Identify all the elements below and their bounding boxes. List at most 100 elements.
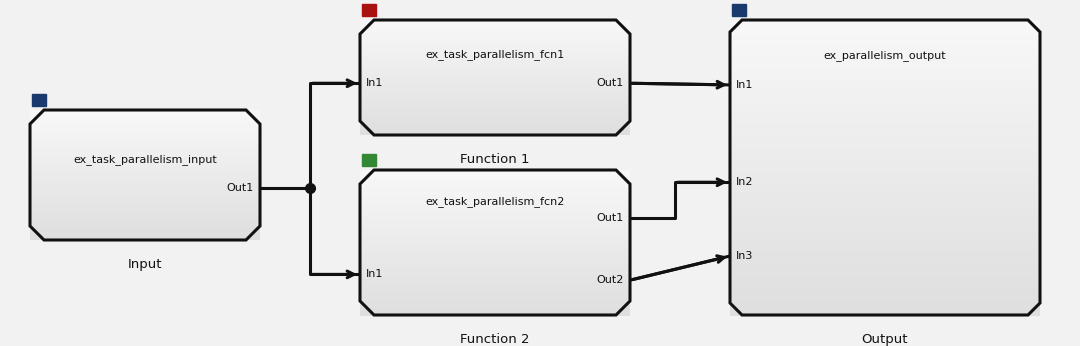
Polygon shape	[360, 218, 630, 221]
Polygon shape	[730, 69, 1040, 75]
Polygon shape	[730, 197, 1040, 202]
Polygon shape	[360, 192, 630, 195]
Polygon shape	[30, 182, 260, 184]
Polygon shape	[30, 125, 260, 128]
Polygon shape	[360, 95, 630, 97]
Polygon shape	[360, 284, 630, 286]
Polygon shape	[730, 281, 1040, 286]
Text: Output: Output	[862, 333, 908, 346]
Polygon shape	[360, 296, 630, 299]
Polygon shape	[730, 217, 1040, 222]
Polygon shape	[360, 310, 630, 313]
Polygon shape	[730, 158, 1040, 163]
Polygon shape	[30, 218, 260, 221]
Polygon shape	[30, 129, 260, 132]
Polygon shape	[30, 134, 260, 137]
Polygon shape	[360, 264, 630, 267]
Polygon shape	[730, 138, 1040, 143]
Text: Out2: Out2	[596, 275, 624, 285]
Polygon shape	[30, 138, 260, 141]
Polygon shape	[730, 99, 1040, 104]
Polygon shape	[360, 89, 630, 91]
Polygon shape	[360, 45, 630, 47]
Polygon shape	[360, 97, 630, 99]
Polygon shape	[30, 147, 260, 149]
Polygon shape	[730, 300, 1040, 306]
Polygon shape	[360, 194, 630, 197]
Polygon shape	[30, 216, 260, 219]
Polygon shape	[360, 206, 630, 209]
Polygon shape	[30, 158, 260, 160]
Polygon shape	[360, 262, 630, 265]
Polygon shape	[30, 210, 260, 212]
Polygon shape	[360, 83, 630, 86]
Polygon shape	[360, 308, 630, 311]
Polygon shape	[730, 251, 1040, 256]
Polygon shape	[360, 108, 630, 111]
Polygon shape	[360, 233, 630, 236]
Text: ex_task_parallelism_input: ex_task_parallelism_input	[73, 154, 217, 165]
Polygon shape	[360, 78, 630, 80]
Polygon shape	[30, 236, 260, 238]
Polygon shape	[360, 281, 630, 284]
Polygon shape	[730, 231, 1040, 237]
Polygon shape	[730, 167, 1040, 173]
Polygon shape	[730, 148, 1040, 153]
Polygon shape	[30, 190, 260, 193]
Polygon shape	[360, 182, 630, 185]
Polygon shape	[360, 267, 630, 270]
Polygon shape	[730, 94, 1040, 99]
Polygon shape	[730, 143, 1040, 148]
Polygon shape	[730, 271, 1040, 276]
Polygon shape	[360, 255, 630, 257]
Polygon shape	[730, 35, 1040, 40]
Polygon shape	[360, 125, 630, 128]
Polygon shape	[360, 49, 630, 51]
Polygon shape	[360, 240, 630, 243]
Polygon shape	[30, 121, 260, 124]
Polygon shape	[360, 26, 630, 28]
Polygon shape	[30, 110, 260, 113]
Text: In3: In3	[735, 251, 754, 261]
Polygon shape	[360, 216, 630, 219]
Polygon shape	[360, 56, 630, 59]
Polygon shape	[730, 128, 1040, 134]
Polygon shape	[730, 290, 1040, 296]
Polygon shape	[360, 51, 630, 53]
Polygon shape	[30, 166, 260, 169]
Polygon shape	[360, 31, 630, 34]
Polygon shape	[730, 192, 1040, 198]
Polygon shape	[360, 276, 630, 279]
Polygon shape	[730, 305, 1040, 311]
Polygon shape	[730, 133, 1040, 138]
Polygon shape	[730, 89, 1040, 94]
Polygon shape	[730, 202, 1040, 207]
Polygon shape	[730, 212, 1040, 217]
Polygon shape	[30, 208, 260, 210]
Polygon shape	[730, 276, 1040, 281]
Polygon shape	[360, 303, 630, 306]
Polygon shape	[360, 298, 630, 301]
Polygon shape	[360, 245, 630, 248]
Polygon shape	[730, 310, 1040, 316]
Polygon shape	[30, 119, 260, 121]
Polygon shape	[30, 199, 260, 201]
Polygon shape	[30, 143, 260, 145]
Polygon shape	[360, 35, 630, 38]
Polygon shape	[360, 199, 630, 202]
Polygon shape	[360, 74, 630, 76]
Polygon shape	[730, 221, 1040, 227]
Polygon shape	[360, 93, 630, 95]
Polygon shape	[360, 221, 630, 224]
Polygon shape	[362, 154, 376, 166]
Polygon shape	[360, 127, 630, 130]
Polygon shape	[360, 204, 630, 207]
Text: ex_task_parallelism_fcn2: ex_task_parallelism_fcn2	[426, 197, 565, 207]
Polygon shape	[30, 177, 260, 180]
Polygon shape	[30, 151, 260, 154]
Polygon shape	[360, 47, 630, 49]
Polygon shape	[730, 227, 1040, 232]
Polygon shape	[360, 172, 630, 175]
Polygon shape	[30, 149, 260, 152]
Polygon shape	[360, 247, 630, 250]
